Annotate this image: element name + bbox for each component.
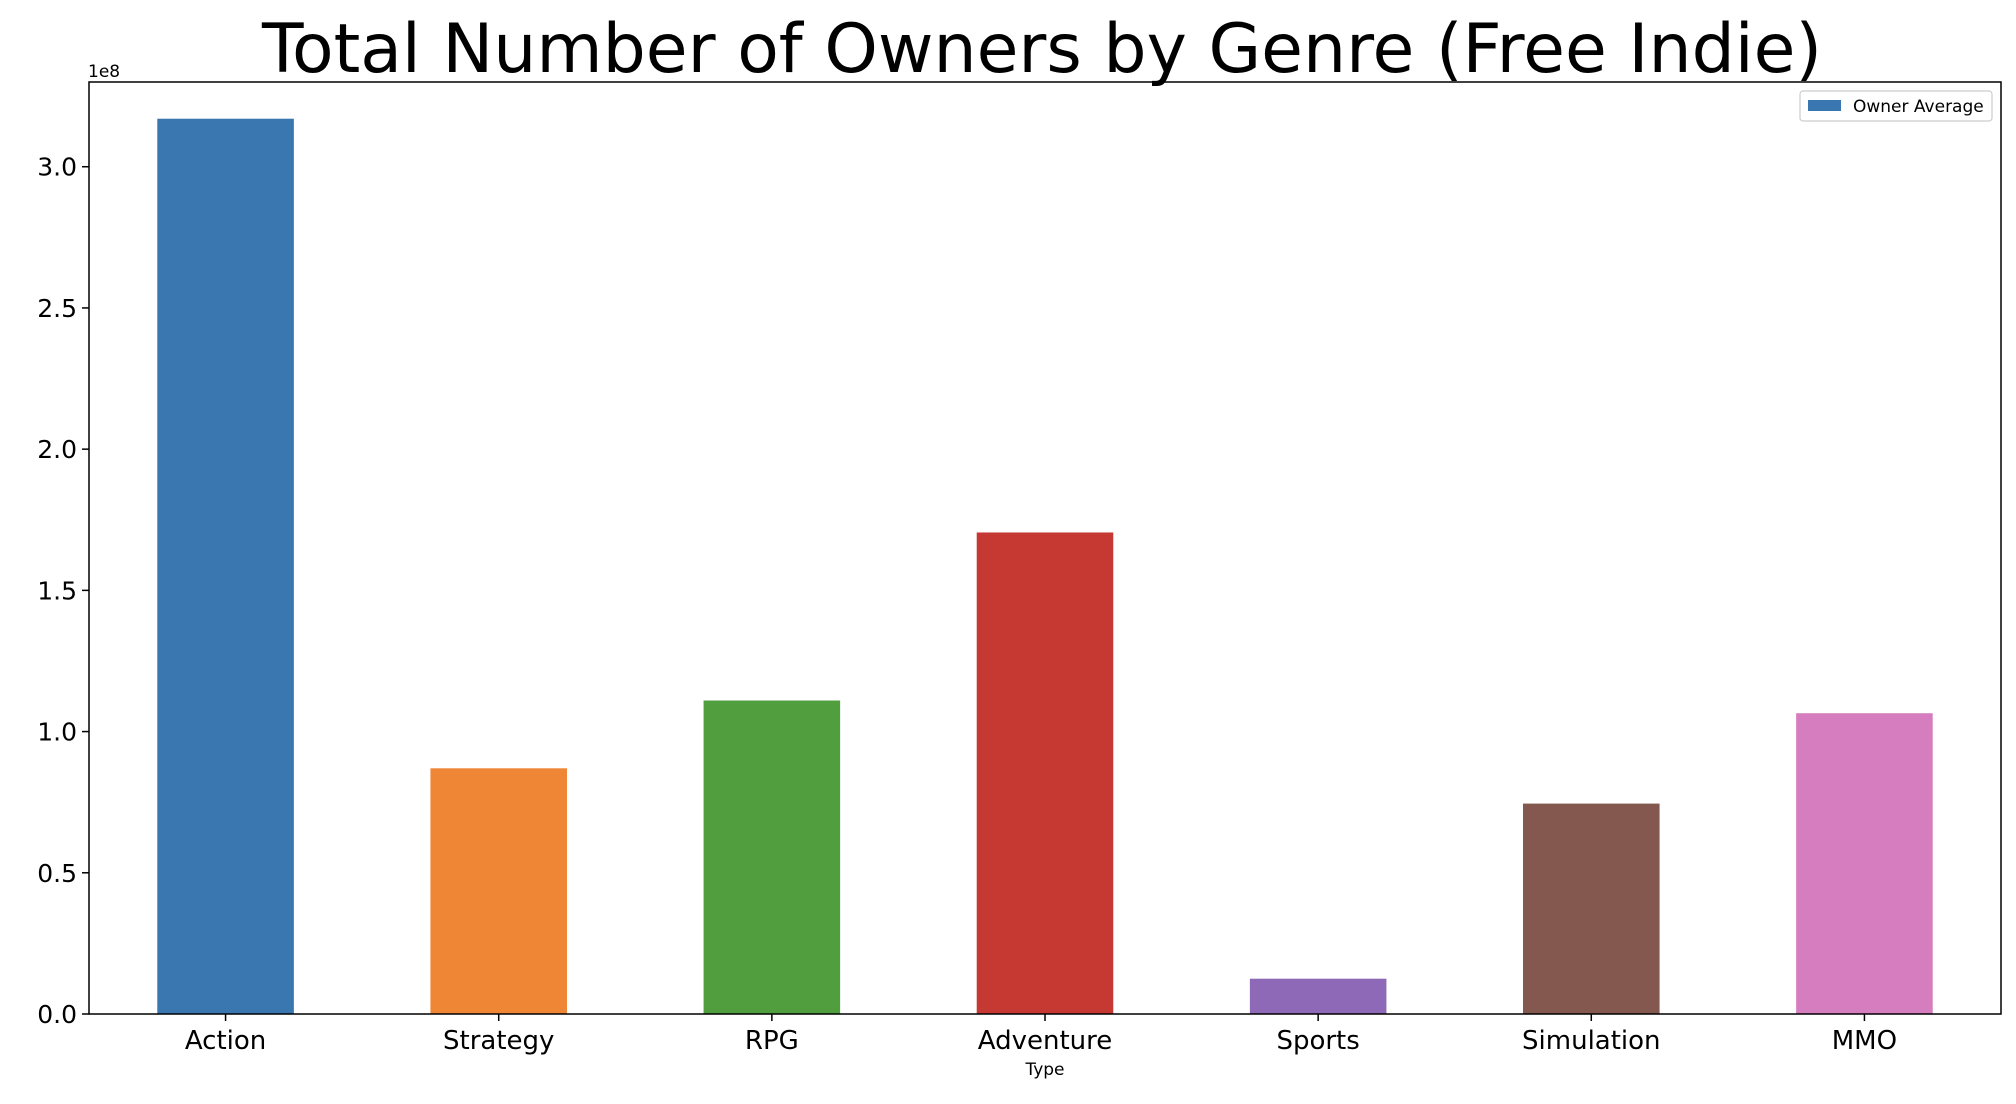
bar-adventure	[976, 532, 1114, 1014]
x-tick-label: Strategy	[443, 1026, 554, 1056]
x-axis-label: Type	[1024, 1060, 1064, 1080]
y-tick-label: 2.5	[37, 294, 77, 323]
y-tick-label: 1.5	[37, 576, 77, 605]
y-ticks: 0.0 0.5 1.0 1.5 2.0 2.5 3.0	[37, 153, 89, 1029]
legend-swatch	[1808, 100, 1841, 111]
bar-rpg	[703, 700, 841, 1014]
x-tick-label: RPG	[745, 1026, 799, 1056]
x-tick-label: Adventure	[978, 1026, 1112, 1056]
x-ticks: Action Strategy RPG Adventure Sports Simulati…	[185, 1014, 1897, 1056]
bar-action	[157, 118, 294, 1015]
bar-simulation	[1523, 803, 1660, 1014]
x-tick-label: Sports	[1276, 1026, 1359, 1056]
legend-label: Owner Average	[1853, 97, 1984, 117]
y-tick-label: 1.0	[37, 718, 77, 747]
plot-area-frame	[88, 81, 2002, 1015]
y-tick-label: 0.5	[37, 859, 77, 888]
legend-box	[1799, 90, 1993, 122]
bar-sports	[1249, 978, 1387, 1014]
x-tick-label: Simulation	[1522, 1026, 1661, 1056]
y-tick-label: 3.0	[37, 153, 77, 182]
y-tick-label: 0.0	[37, 1000, 77, 1029]
x-tick-label: Action	[185, 1026, 266, 1056]
legend: Owner Average	[1799, 90, 1993, 122]
bar-strategy	[430, 768, 567, 1014]
chart-title: Total Number of Owners by Genre (Free In…	[261, 10, 1822, 89]
bars-layer	[157, 118, 1933, 1015]
y-axis-offset-label: 1e8	[88, 62, 120, 82]
bar-mmo	[1796, 713, 1933, 1014]
y-tick-label: 2.0	[37, 435, 77, 464]
x-tick-label: MMO	[1832, 1026, 1897, 1056]
